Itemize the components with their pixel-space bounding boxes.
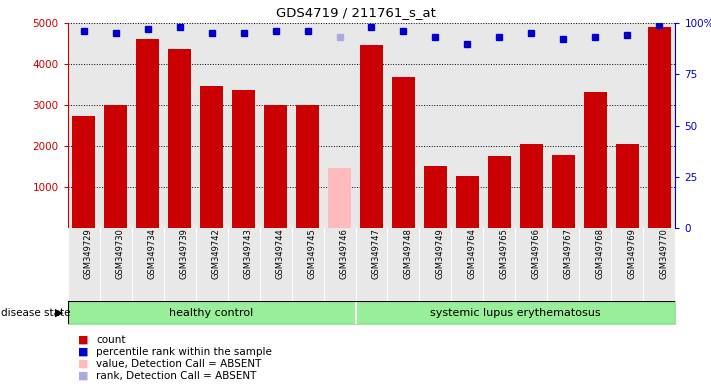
Bar: [424, 166, 447, 228]
Text: GSM349749: GSM349749: [435, 228, 444, 279]
Text: systemic lupus erythematosus: systemic lupus erythematosus: [430, 308, 601, 318]
Bar: [328, 168, 351, 228]
Text: GSM349743: GSM349743: [243, 228, 252, 279]
Bar: [264, 105, 287, 228]
Text: ■: ■: [78, 347, 89, 357]
Bar: [520, 144, 542, 228]
Text: GSM349765: GSM349765: [499, 228, 508, 279]
Bar: [648, 27, 670, 228]
Text: percentile rank within the sample: percentile rank within the sample: [96, 347, 272, 357]
Bar: [201, 86, 223, 228]
Text: ■: ■: [78, 371, 89, 381]
Text: GSM349769: GSM349769: [627, 228, 636, 279]
Text: GDS4719 / 211761_s_at: GDS4719 / 211761_s_at: [276, 6, 435, 19]
Text: ▶: ▶: [55, 308, 63, 318]
Bar: [552, 155, 574, 228]
Text: GSM349767: GSM349767: [563, 228, 572, 280]
Bar: [456, 176, 479, 228]
Text: GSM349764: GSM349764: [468, 228, 476, 279]
Text: healthy control: healthy control: [169, 308, 254, 318]
Bar: [105, 105, 127, 228]
Text: value, Detection Call = ABSENT: value, Detection Call = ABSENT: [96, 359, 262, 369]
Bar: [296, 105, 319, 228]
Text: GSM349730: GSM349730: [115, 228, 124, 279]
Bar: [488, 156, 510, 228]
Bar: [360, 45, 383, 228]
Bar: [616, 144, 638, 228]
Text: rank, Detection Call = ABSENT: rank, Detection Call = ABSENT: [96, 371, 257, 381]
Text: GSM349747: GSM349747: [371, 228, 380, 279]
Text: GSM349766: GSM349766: [531, 228, 540, 280]
Text: GSM349745: GSM349745: [307, 228, 316, 279]
Text: GSM349739: GSM349739: [179, 228, 188, 279]
Bar: [392, 77, 415, 228]
Bar: [584, 93, 606, 228]
Text: count: count: [96, 335, 125, 345]
Text: GSM349742: GSM349742: [212, 228, 220, 279]
Bar: [232, 89, 255, 228]
Text: GSM349748: GSM349748: [404, 228, 412, 279]
Text: GSM349744: GSM349744: [276, 228, 284, 279]
Text: GSM349729: GSM349729: [84, 228, 92, 279]
Text: GSM349746: GSM349746: [340, 228, 348, 279]
Bar: [73, 116, 95, 228]
Text: GSM349734: GSM349734: [148, 228, 156, 279]
Text: ■: ■: [78, 335, 89, 345]
Text: disease state: disease state: [1, 308, 71, 318]
Text: GSM349770: GSM349770: [660, 228, 668, 279]
Bar: [137, 40, 159, 228]
Text: GSM349768: GSM349768: [596, 228, 604, 280]
Text: ■: ■: [78, 359, 89, 369]
Bar: [169, 48, 191, 228]
